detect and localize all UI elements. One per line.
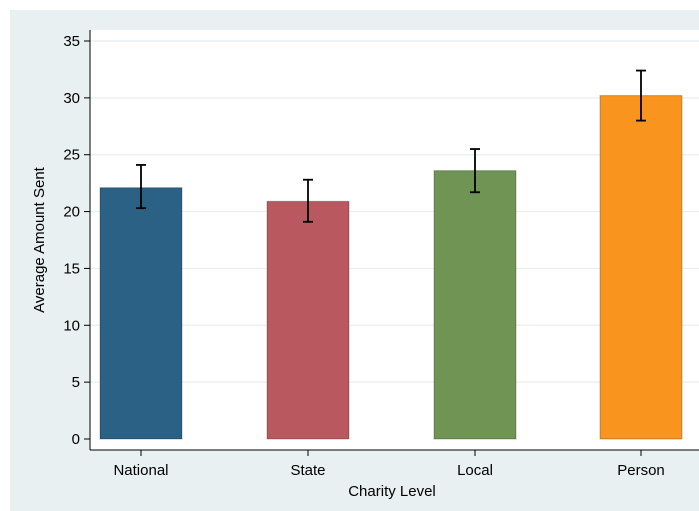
- bar-person: [599, 95, 683, 440]
- y-tick-label: 5: [72, 374, 80, 391]
- y-tick-label: 35: [63, 33, 80, 50]
- error-bar-national: [136, 164, 146, 210]
- error-bar-person: [636, 69, 646, 122]
- grid-lines: [90, 40, 699, 383]
- y-tick-label: 25: [63, 147, 80, 164]
- bars: [99, 95, 683, 440]
- y-axis-label: Average Amount Sent: [31, 166, 48, 312]
- bar-national: [99, 187, 183, 440]
- y-ticks: 0 5 10 15 20 25 30 35: [63, 33, 90, 448]
- y-tick-label: 30: [63, 90, 80, 107]
- x-tick-label: Local: [457, 462, 493, 479]
- y-tick-label: 15: [63, 260, 80, 277]
- x-tick-label: National: [113, 462, 168, 479]
- bar-state: [266, 200, 350, 440]
- y-tick-label: 10: [63, 317, 80, 334]
- x-axis-label: Charity Level: [348, 483, 436, 500]
- x-ticks: National State Local Person: [113, 450, 665, 479]
- axes: [89, 30, 699, 451]
- bar-local: [433, 170, 517, 440]
- y-tick-label: 20: [63, 204, 80, 221]
- error-bar-local: [470, 148, 480, 194]
- y-tick-label: 0: [72, 431, 80, 448]
- x-tick-label: State: [290, 462, 325, 479]
- error-bars: [136, 69, 646, 223]
- plot-area: [90, 30, 699, 450]
- error-bar-state: [303, 178, 313, 223]
- x-tick-label: Person: [617, 462, 665, 479]
